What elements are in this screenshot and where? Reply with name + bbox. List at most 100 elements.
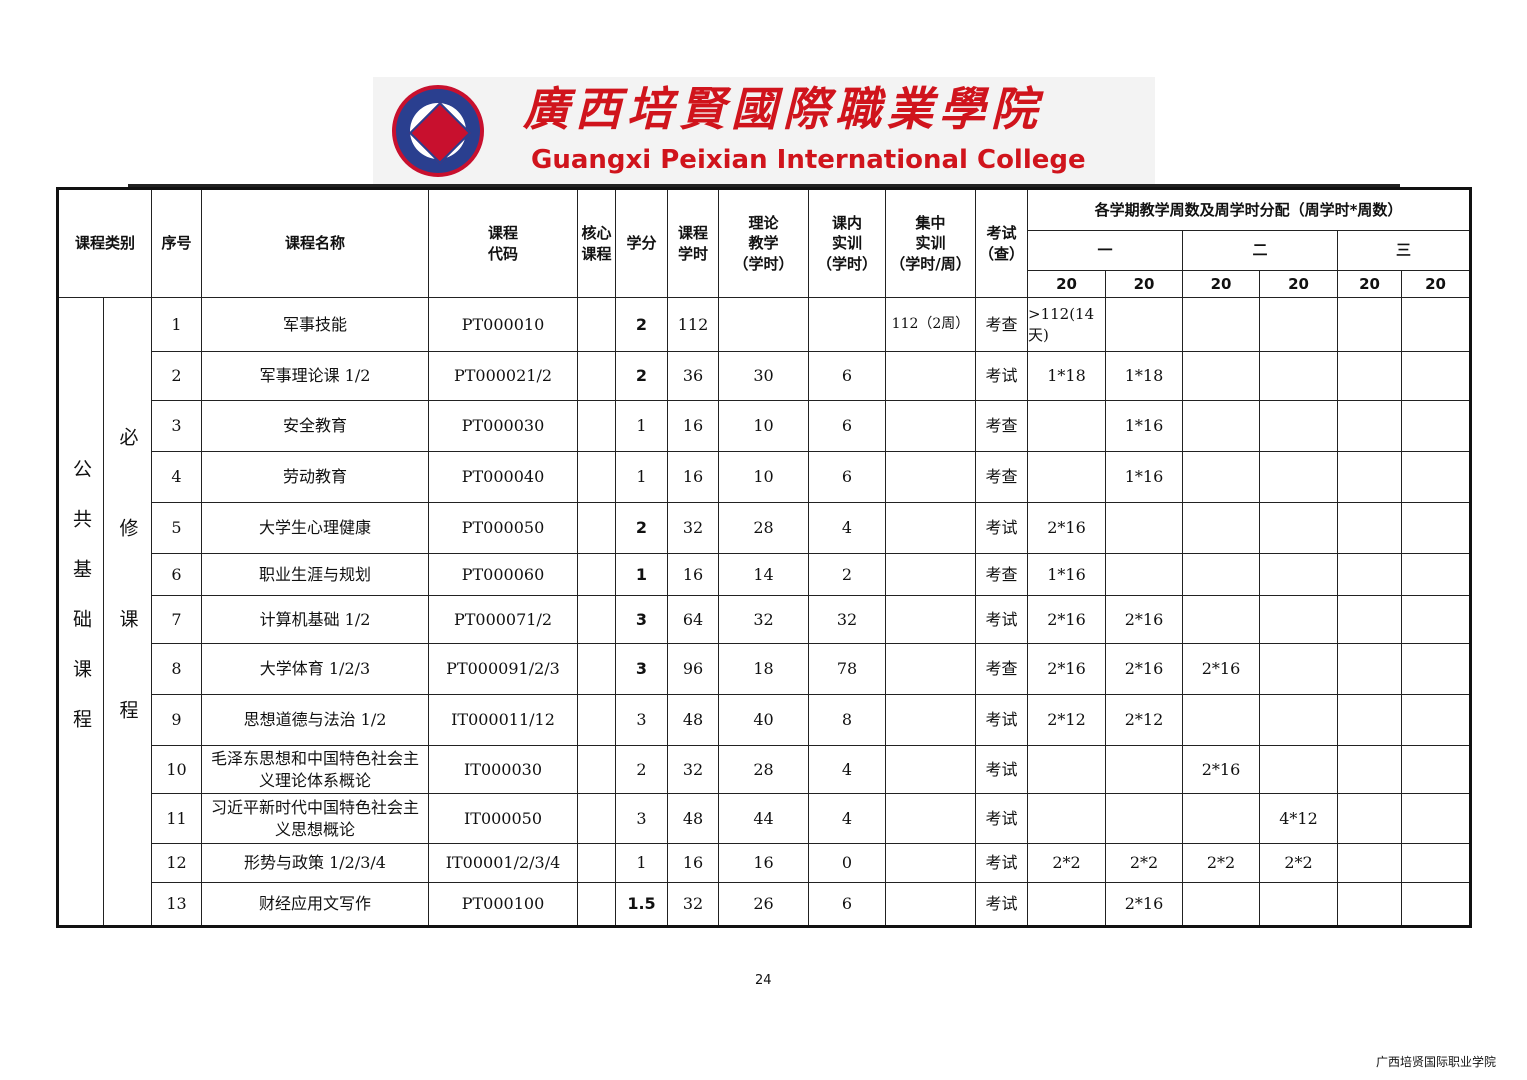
cell-theory: 18 [718,643,809,695]
cell-practice [808,297,886,352]
cell-code: IT000030 [428,745,578,794]
cell-exam: 考试 [975,745,1028,794]
cell-semester-2: 2*16 [1105,882,1183,927]
cell-credit: 2 [615,297,668,352]
cell-code: PT000021/2 [428,351,578,401]
cell-semester-3: 2*16 [1182,745,1260,794]
header-intensive: 集中 实训 （学时/周） [885,188,976,298]
cell-theory: 28 [718,502,809,554]
cell-theory: 14 [718,553,809,596]
cell-hours: 16 [667,553,719,596]
header-week-count: 20 [1027,270,1106,298]
cell-semester-4 [1259,502,1338,554]
cell-semester-6 [1401,882,1471,927]
table-row: 6 职业生涯与规划 PT000060 1 16 14 2 考查 1*16 [58,553,1471,596]
header-core: 核心 课程 [577,188,616,298]
cell-core [577,297,616,352]
cell-semester-5 [1337,793,1402,844]
cell-hours: 64 [667,595,719,644]
cell-seq: 13 [151,882,202,927]
cell-practice: 32 [808,595,886,644]
table-row: 公共基础课程 必修课程 1 军事技能 PT000010 2 112 112（2周） 考查 >112… [57,297,1471,928]
cell-intensive [885,553,976,596]
cell-intensive: 112（2周） [885,297,976,352]
cell-semester-6 [1401,595,1471,644]
header-week-count: 20 [1182,270,1260,298]
cell-semester-2: 2*16 [1105,643,1183,695]
cell-name: 思想道德与法治 1/2 [201,694,429,746]
cell-core [577,400,616,452]
header-year-2: 二 [1182,230,1338,271]
footer-text: 广西培贤国际职业学院 [1376,1055,1497,1069]
header-year-1: 一 [1027,230,1183,271]
cell-hours: 36 [667,351,719,401]
cell-seq: 1 [151,297,202,352]
cell-semester-4 [1259,297,1338,352]
cell-semester-6 [1401,843,1471,883]
category-main-cell: 公共基础课程 [57,297,104,928]
cell-semester-1: >112(14天) [1027,297,1106,352]
cell-semester-5 [1337,843,1402,883]
cell-semester-4 [1259,351,1338,401]
cell-core [577,694,616,746]
table-row: 4 劳动教育 PT000040 1 16 10 6 考查 1*16 [58,451,1471,503]
cell-intensive [885,451,976,503]
cell-core [577,351,616,401]
cell-semester-1: 2*16 [1027,595,1106,644]
cell-name: 大学体育 1/2/3 [201,643,429,695]
cell-practice: 0 [808,843,886,883]
cell-semester-5 [1337,351,1402,401]
cell-semester-1: 2*2 [1027,843,1106,883]
cell-semester-2: 2*2 [1105,843,1183,883]
cell-semester-5 [1337,400,1402,452]
cell-seq: 12 [151,843,202,883]
cell-semester-1: 2*16 [1027,502,1106,554]
cell-credit: 2 [615,502,668,554]
cell-semester-4 [1259,400,1338,452]
cell-exam: 考试 [975,694,1028,746]
cell-exam: 考查 [975,553,1028,596]
cell-name: 军事理论课 1/2 [201,351,429,401]
cell-semester-6 [1401,451,1471,503]
category-main: 公共基础课程 [70,458,92,759]
cell-semester-6 [1401,745,1471,794]
cell-semester-1: 2*12 [1027,694,1106,746]
table-row: 9 思想道德与法治 1/2 IT000011/12 3 48 40 8 考试 2*12 2*12 [58,694,1471,746]
cell-theory: 10 [718,451,809,503]
cell-hours: 32 [667,745,719,794]
cell-practice: 6 [808,882,886,927]
cell-intensive [885,595,976,644]
category-sub: 必修课程 [116,426,139,791]
cell-hours: 112 [667,297,719,352]
cell-credit: 3 [615,643,668,695]
cell-semester-3 [1182,694,1260,746]
cell-semester-3 [1182,793,1260,844]
cell-core [577,793,616,844]
cell-semester-1 [1027,882,1106,927]
cell-name: 计算机基础 1/2 [201,595,429,644]
cell-code: IT00001/2/3/4 [428,843,578,883]
cell-code: PT000030 [428,400,578,452]
cell-credit: 2 [615,745,668,794]
table-row: 12 形势与政策 1/2/3/4 IT00001/2/3/4 1 16 16 0 考试 2*2 2… [58,843,1471,883]
cell-semester-4 [1259,745,1338,794]
cell-semester-5 [1337,502,1402,554]
cell-semester-2 [1105,502,1183,554]
cell-exam: 考查 [975,451,1028,503]
cell-semester-4 [1259,595,1338,644]
cell-exam: 考试 [975,351,1028,401]
cell-seq: 7 [151,595,202,644]
cell-exam: 考试 [975,793,1028,844]
cell-practice: 8 [808,694,886,746]
course-table: 课程类别 序号 课程名称 课程 代码 核心 课程 学分 课程 学时 理论 教学 … [56,187,1472,928]
cell-semester-4 [1259,451,1338,503]
cell-semester-2 [1105,745,1183,794]
cell-semester-6 [1401,400,1471,452]
header-practice: 课内 实训 （学时） [808,188,886,298]
cell-semester-4 [1259,694,1338,746]
cell-semester-5 [1337,643,1402,695]
cell-credit: 3 [615,595,668,644]
cell-seq: 8 [151,643,202,695]
cell-semester-2 [1105,553,1183,596]
cell-code: PT000071/2 [428,595,578,644]
